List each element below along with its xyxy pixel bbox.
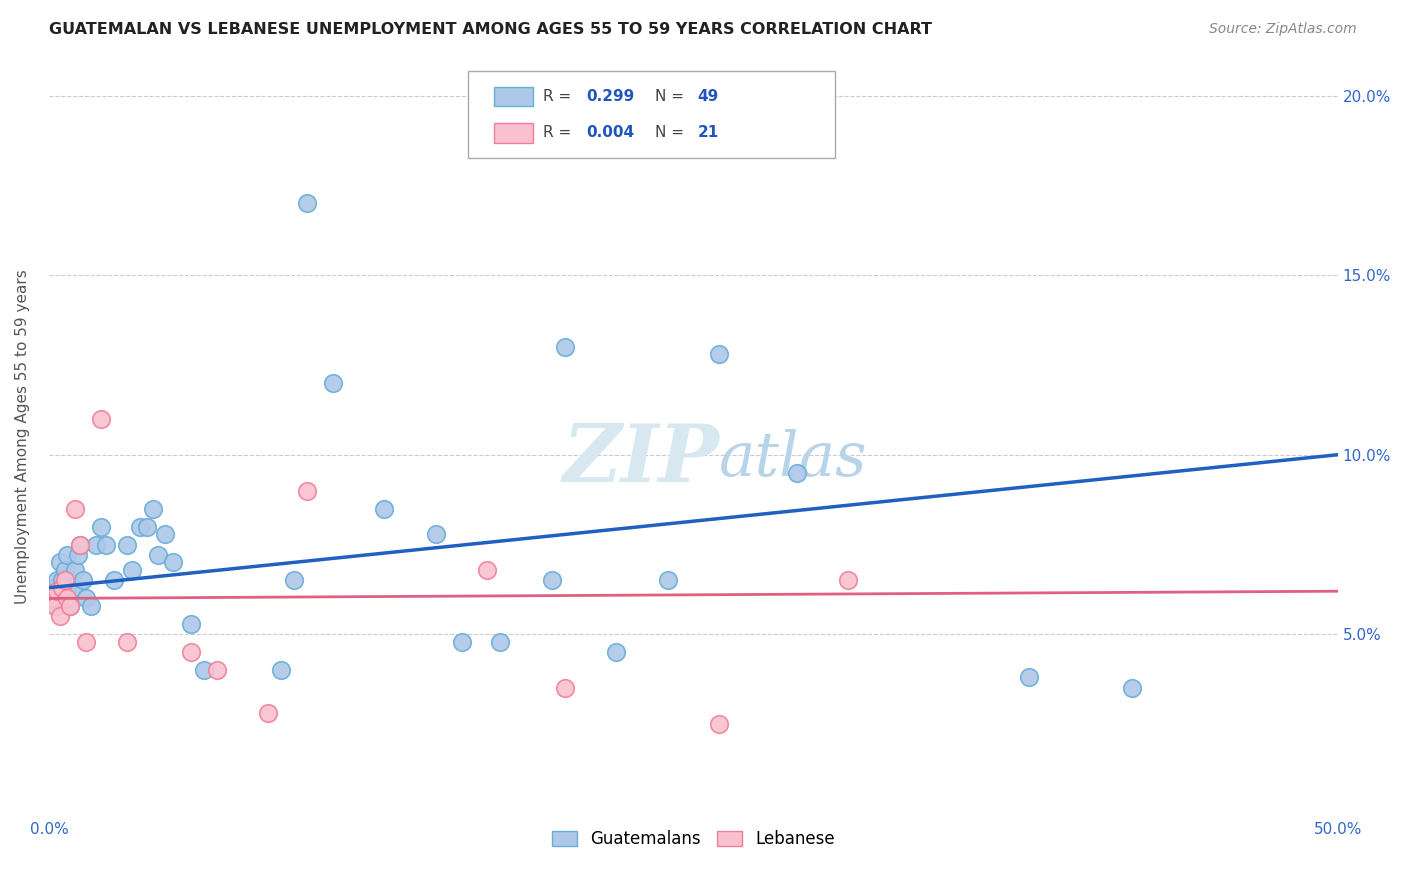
Point (295, 483, 318, 498)
Point (115, 537, 138, 551)
Point (657, 574, 679, 588)
Text: ZIP: ZIP (562, 421, 720, 498)
Point (1121, 681, 1143, 696)
Point (180, 645, 202, 659)
Point (59, 599, 82, 613)
Point (205, 663, 228, 677)
Point (1018, 670, 1040, 684)
Point (605, 645, 627, 659)
Point (425, 526, 447, 541)
Point (46, 584, 69, 599)
Y-axis label: Unemployment Among Ages 55 to 59 years: Unemployment Among Ages 55 to 59 years (15, 269, 30, 604)
Text: GUATEMALAN VS LEBANESE UNEMPLOYMENT AMONG AGES 55 TO 59 YEARS CORRELATION CHART: GUATEMALAN VS LEBANESE UNEMPLOYMENT AMON… (49, 22, 932, 37)
Point (56, 581, 79, 595)
Point (56, 591, 79, 606)
Point (75, 634, 97, 648)
Point (141, 501, 163, 516)
Text: Source: ZipAtlas.com: Source: ZipAtlas.com (1209, 22, 1357, 37)
Point (62, 581, 84, 595)
Point (709, 717, 731, 731)
Point (837, 574, 859, 588)
Text: atlas: atlas (720, 429, 868, 490)
Point (63, 563, 86, 577)
Point (94, 537, 117, 551)
Text: 21: 21 (697, 125, 718, 140)
Point (51, 581, 73, 595)
Point (121, 563, 143, 577)
Point (75, 591, 97, 606)
Text: N =: N = (655, 125, 689, 140)
Legend: Guatemalans, Lebanese: Guatemalans, Lebanese (546, 823, 842, 855)
Point (128, 519, 150, 533)
Point (46, 599, 69, 613)
Point (477, 563, 499, 577)
Point (155, 526, 177, 541)
Bar (494, 123, 533, 143)
Point (322, 376, 344, 390)
Point (541, 574, 564, 588)
Point (180, 616, 202, 631)
Point (115, 634, 138, 648)
Point (53, 574, 76, 588)
Text: 0.299: 0.299 (586, 89, 636, 104)
Point (41, 591, 63, 606)
Point (46, 574, 69, 588)
Point (90, 412, 112, 426)
FancyBboxPatch shape (468, 71, 835, 158)
Point (63, 501, 86, 516)
Point (554, 681, 576, 696)
Bar (494, 87, 533, 106)
Point (48, 584, 70, 599)
Point (709, 347, 731, 361)
Point (69, 537, 91, 551)
Point (295, 196, 318, 211)
Point (48, 556, 70, 570)
Point (51, 574, 73, 588)
Point (56, 549, 79, 563)
Point (79, 599, 101, 613)
Text: 49: 49 (697, 89, 718, 104)
Point (373, 501, 395, 516)
Point (69, 537, 91, 551)
Point (162, 556, 184, 570)
Point (450, 634, 472, 648)
Point (489, 634, 512, 648)
Point (283, 574, 305, 588)
Point (53, 563, 76, 577)
Text: N =: N = (655, 89, 689, 104)
Point (146, 549, 169, 563)
Point (41, 581, 63, 595)
Point (59, 599, 82, 613)
Point (193, 663, 215, 677)
Text: 0.004: 0.004 (586, 125, 634, 140)
Point (103, 574, 125, 588)
Point (270, 663, 292, 677)
Point (90, 519, 112, 533)
Point (72, 574, 94, 588)
Point (84, 537, 107, 551)
Point (136, 519, 159, 533)
Point (44, 599, 66, 613)
Point (48, 609, 70, 624)
Point (51, 591, 73, 606)
Point (257, 706, 280, 721)
Point (554, 340, 576, 354)
Point (66, 549, 89, 563)
Point (786, 466, 808, 480)
Point (44, 591, 66, 606)
Text: R =: R = (543, 89, 576, 104)
Text: R =: R = (543, 125, 576, 140)
